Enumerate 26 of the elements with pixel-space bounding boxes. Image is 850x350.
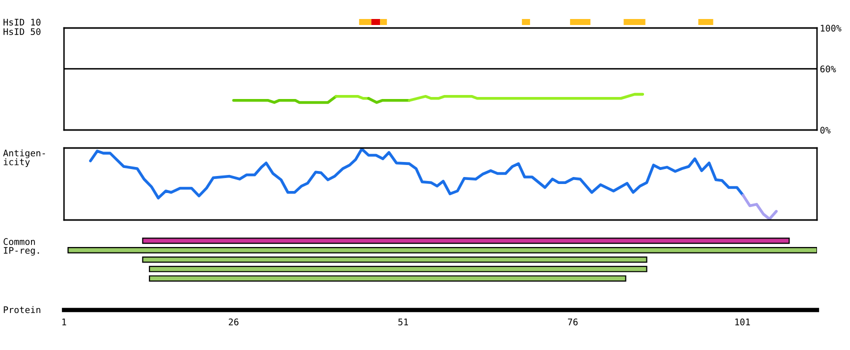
bar xyxy=(142,256,648,263)
y-tick-label: 60% xyxy=(820,66,836,72)
bar xyxy=(371,19,380,25)
bar xyxy=(148,275,626,282)
x-tick-label: 26 xyxy=(228,318,238,326)
bar xyxy=(68,247,817,254)
y-tick-label: HsID 10 xyxy=(4,18,40,26)
bar xyxy=(522,19,530,25)
bar xyxy=(698,19,714,25)
bar xyxy=(624,19,646,25)
y-axis-title: Common IP-reg. xyxy=(4,238,39,256)
x-tick-label: 51 xyxy=(398,318,408,326)
y-tick-label: 0% xyxy=(820,126,831,134)
line-series xyxy=(408,92,644,102)
x-tick-label: 1 xyxy=(62,318,66,326)
y-axis-title: Antigen- icity xyxy=(3,149,45,168)
x-tick-label: 101 xyxy=(735,318,750,326)
x-tick-label: 76 xyxy=(568,318,578,326)
x-axis-title: Protein xyxy=(4,306,40,314)
bar xyxy=(570,19,590,25)
y-tick-label: 100% xyxy=(820,24,842,32)
bar xyxy=(142,238,790,244)
bar xyxy=(380,19,387,25)
y-axis-title: HsID 50 xyxy=(4,28,40,36)
bar xyxy=(148,266,648,272)
bar xyxy=(359,19,372,25)
